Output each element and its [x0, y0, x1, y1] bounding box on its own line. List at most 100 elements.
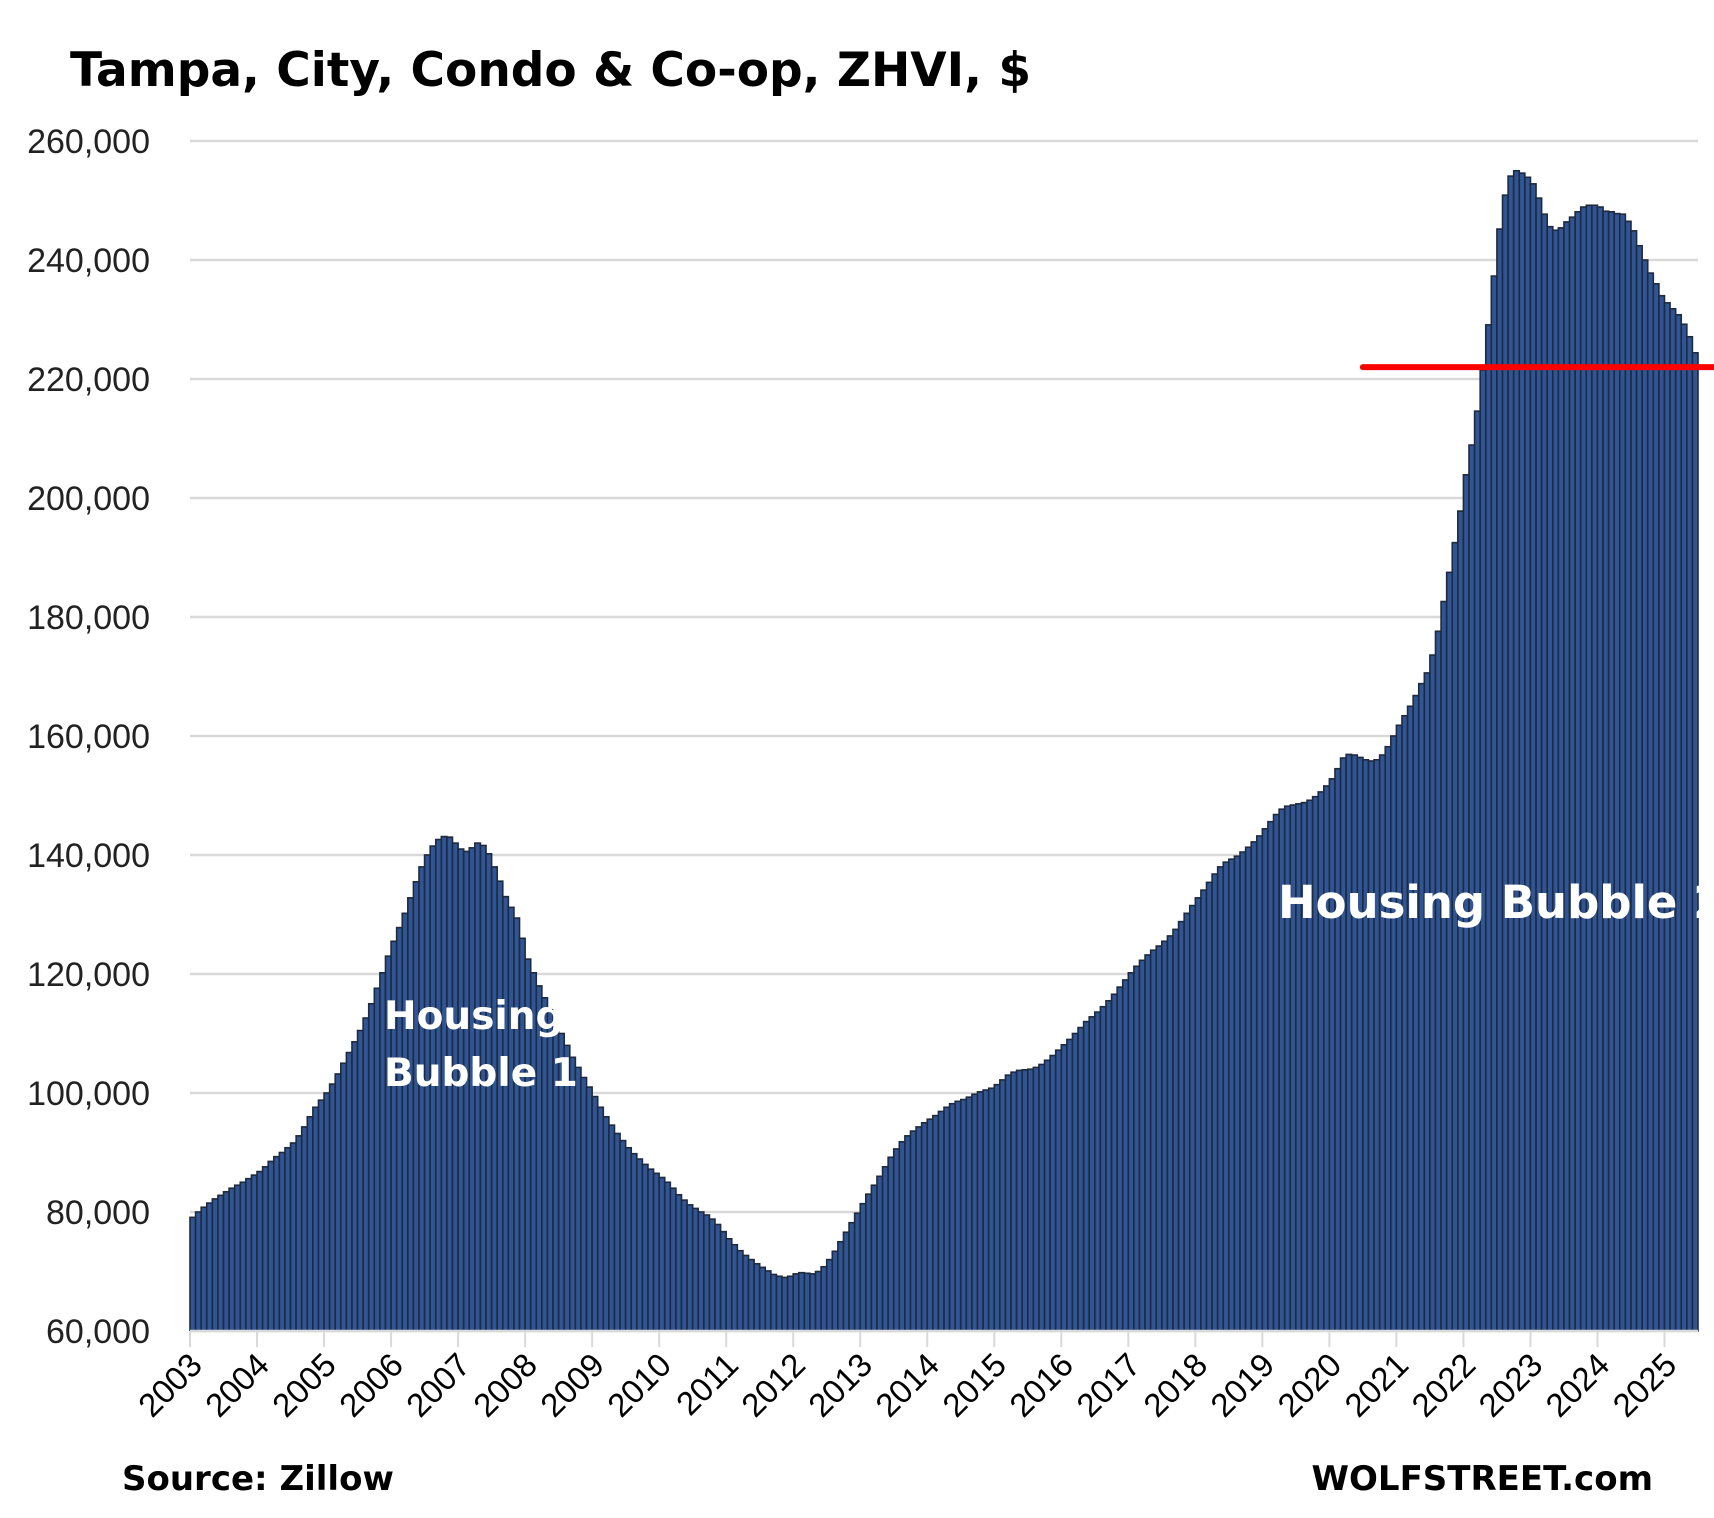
bar: [1110, 993, 1118, 1332]
bar: [1378, 754, 1387, 1332]
bar: [574, 1066, 582, 1332]
bar: [1384, 745, 1392, 1332]
bar: [1546, 225, 1554, 1332]
x-tick-label: 2023: [1471, 1346, 1549, 1424]
bar: [809, 1273, 817, 1332]
bar: [1574, 211, 1582, 1332]
bar: [1579, 206, 1588, 1332]
bars: [189, 169, 1699, 1332]
bar: [909, 1130, 917, 1332]
bar: [602, 1116, 610, 1332]
y-tick-label: 60,000: [46, 1313, 150, 1351]
bar: [1658, 294, 1666, 1332]
bar: [1484, 324, 1493, 1332]
bar: [1032, 1066, 1040, 1332]
bar: [1362, 758, 1370, 1332]
bar: [876, 1175, 884, 1332]
bar: [1177, 920, 1185, 1332]
bar: [965, 1096, 973, 1332]
bar: [848, 1221, 856, 1332]
bar: [507, 906, 515, 1332]
bar: [641, 1163, 649, 1332]
x-tick-label: 2018: [1136, 1346, 1214, 1424]
bar: [1568, 216, 1576, 1332]
bar: [999, 1079, 1007, 1332]
bar: [865, 1193, 873, 1332]
bar: [932, 1114, 940, 1332]
x-tick-label: 2008: [466, 1346, 544, 1424]
bar: [1211, 873, 1219, 1332]
bar: [1652, 282, 1660, 1332]
bar: [1356, 756, 1364, 1332]
bar: [887, 1156, 895, 1332]
x-tick-label: 2009: [533, 1346, 611, 1424]
bar: [585, 1086, 593, 1332]
bar: [1339, 757, 1347, 1332]
bar: [1406, 705, 1414, 1332]
bar: [1524, 176, 1532, 1332]
bar: [1529, 183, 1537, 1332]
bar: [1473, 410, 1481, 1332]
bar: [1094, 1011, 1102, 1332]
bar: [797, 1271, 806, 1332]
bar: [825, 1258, 834, 1332]
bar: [831, 1250, 839, 1332]
bar: [742, 1254, 750, 1332]
bar: [1250, 841, 1258, 1332]
bar: [1010, 1071, 1018, 1332]
bar: [490, 866, 498, 1332]
bar: [323, 1092, 331, 1332]
bar: [1646, 272, 1655, 1332]
bar: [1373, 758, 1381, 1332]
bar: [1596, 206, 1604, 1332]
bar: [1060, 1044, 1068, 1332]
bar: [943, 1106, 951, 1332]
bar: [401, 912, 409, 1332]
source-label: Source: Zillow: [122, 1459, 394, 1499]
bar: [1619, 213, 1627, 1332]
y-tick-label: 140,000: [27, 837, 150, 875]
bar: [1066, 1038, 1074, 1332]
bar: [256, 1170, 264, 1332]
bar: [1216, 866, 1225, 1332]
bar: [770, 1273, 778, 1332]
bar: [496, 880, 504, 1332]
y-tick-label: 180,000: [27, 599, 150, 637]
bar: [1054, 1049, 1063, 1332]
bar: [1166, 935, 1174, 1332]
bar: [1155, 945, 1163, 1332]
bar: [1149, 949, 1158, 1332]
bar: [1239, 851, 1247, 1332]
bar: [658, 1176, 666, 1332]
bar: [675, 1193, 683, 1332]
bar: [501, 895, 510, 1332]
bar: [1188, 904, 1197, 1332]
x-tick-label: 2013: [801, 1346, 879, 1424]
bar: [233, 1184, 242, 1332]
bar: [725, 1237, 733, 1332]
y-axis-tick-labels: 60,000 80,000 100,000 120,000 140,000 160,000…: [27, 123, 150, 1351]
bar: [714, 1223, 722, 1332]
bar: [239, 1181, 247, 1332]
bar: [730, 1243, 739, 1332]
bar: [1674, 313, 1683, 1332]
bar: [669, 1187, 677, 1332]
bar: [1624, 220, 1632, 1332]
bar: [1049, 1054, 1057, 1332]
bar: [1328, 778, 1336, 1332]
bar: [1172, 928, 1180, 1332]
x-tick-label: 2019: [1203, 1346, 1281, 1424]
bar: [1322, 785, 1331, 1332]
bar: [881, 1165, 889, 1332]
bar: [1434, 630, 1442, 1332]
bar: [630, 1152, 638, 1332]
bar: [1194, 897, 1202, 1332]
bar: [1244, 846, 1252, 1332]
bar: [1233, 855, 1241, 1332]
bar: [1105, 999, 1113, 1332]
bar: [1518, 172, 1526, 1332]
bar: [1496, 228, 1504, 1332]
bar: [200, 1206, 208, 1332]
bar: [250, 1174, 258, 1332]
bar: [837, 1240, 845, 1332]
